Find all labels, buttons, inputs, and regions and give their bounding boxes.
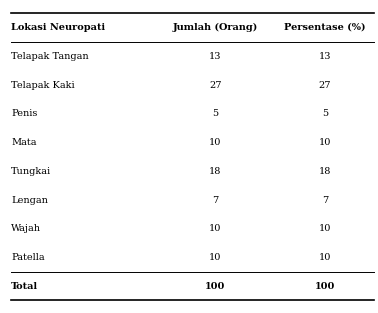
Text: Mata: Mata	[11, 138, 37, 147]
Text: 10: 10	[209, 138, 222, 147]
Text: 13: 13	[319, 52, 332, 61]
Text: 7: 7	[212, 196, 218, 205]
Text: Telapak Kaki: Telapak Kaki	[11, 81, 75, 90]
Text: Wajah: Wajah	[11, 224, 41, 233]
Text: 10: 10	[319, 253, 331, 262]
Text: 18: 18	[319, 167, 331, 176]
Text: Lokasi Neuropati: Lokasi Neuropati	[11, 23, 105, 32]
Text: 27: 27	[319, 81, 332, 90]
Text: Persentase (%): Persentase (%)	[284, 23, 366, 32]
Text: 18: 18	[209, 167, 222, 176]
Text: 5: 5	[322, 110, 328, 119]
Text: 5: 5	[212, 110, 218, 119]
Text: Tungkai: Tungkai	[11, 167, 51, 176]
Text: 100: 100	[205, 282, 226, 291]
Text: 27: 27	[209, 81, 222, 90]
Text: 10: 10	[319, 224, 331, 233]
Text: 13: 13	[209, 52, 222, 61]
Text: Telapak Tangan: Telapak Tangan	[11, 52, 89, 61]
Text: 10: 10	[209, 224, 222, 233]
Text: 100: 100	[315, 282, 335, 291]
Text: Total: Total	[11, 282, 39, 291]
Text: Patella: Patella	[11, 253, 45, 262]
Text: Jumlah (Orang): Jumlah (Orang)	[173, 23, 258, 32]
Text: Penis: Penis	[11, 110, 38, 119]
Text: 10: 10	[319, 138, 331, 147]
Text: 7: 7	[322, 196, 328, 205]
Text: 10: 10	[209, 253, 222, 262]
Text: Lengan: Lengan	[11, 196, 48, 205]
